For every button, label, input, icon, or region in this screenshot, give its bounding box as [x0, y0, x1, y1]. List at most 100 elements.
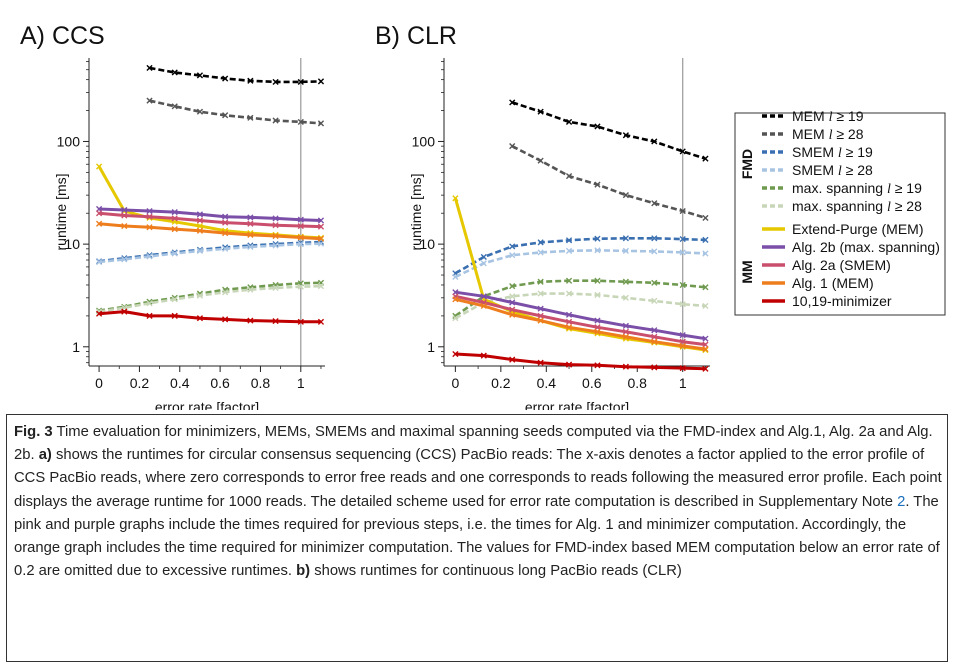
legend-label-italic: l	[887, 200, 891, 215]
legend-label: Alg. 2a (SMEM)	[792, 257, 891, 273]
data-point-marker	[702, 250, 709, 257]
x-tick-label: 0.2	[491, 375, 511, 391]
x-tick-label: 0	[95, 375, 103, 391]
data-point-marker	[537, 305, 544, 312]
data-point-marker	[565, 290, 573, 297]
legend-item: SMEM l ≥ 19	[762, 144, 873, 161]
data-point-marker	[509, 306, 516, 313]
data-point-marker	[222, 219, 229, 226]
series-line	[98, 242, 322, 264]
panel-a: A) CCS 1 10 100 0 0.2 0.4 0.6 0.8 1 error rate [fa…	[20, 22, 325, 410]
series-6	[95, 283, 325, 315]
caption-text-4: shows runtimes for continuous long PacBi…	[310, 563, 682, 580]
series-10	[95, 220, 325, 242]
legend-item: max. spanning l ≥ 19	[762, 180, 922, 197]
data-point-marker	[622, 192, 629, 199]
series-line	[455, 352, 706, 371]
data-point-marker	[480, 293, 487, 300]
data-point-marker	[702, 345, 709, 353]
data-point-marker	[651, 138, 658, 145]
data-point-marker	[222, 245, 229, 252]
legend-label-suffix: ≥ 19	[832, 108, 863, 124]
series-line	[98, 211, 322, 229]
data-point-marker	[537, 157, 544, 164]
data-point-marker	[509, 356, 516, 363]
data-point-marker	[565, 311, 573, 318]
data-point-marker	[272, 222, 279, 229]
data-point-marker	[679, 301, 686, 308]
series-11	[95, 308, 325, 325]
data-point-marker	[247, 243, 254, 250]
series-2	[146, 97, 325, 127]
data-point-marker	[222, 316, 229, 323]
data-point-marker	[171, 312, 178, 319]
caption-text-1: Time evaluation for minimizers, MEMs, SM…	[14, 424, 933, 464]
legend-label-suffix: ≥ 19	[891, 180, 922, 196]
supplementary-note-link[interactable]: 2	[897, 493, 906, 510]
data-point-marker	[509, 311, 516, 318]
legend-item: Alg. 2b (max. spanning)	[762, 239, 940, 255]
data-point-marker	[222, 289, 229, 296]
data-point-marker	[565, 118, 573, 126]
data-point-marker	[247, 114, 254, 121]
data-point-marker	[594, 324, 601, 331]
data-point-marker	[317, 217, 325, 224]
caption-label-a: a)	[38, 447, 52, 464]
data-point-marker	[594, 247, 601, 254]
data-point-marker	[121, 308, 128, 315]
data-point-marker	[594, 181, 601, 188]
legend-item: Extend-Purge (MEM)	[762, 221, 923, 237]
series-8	[452, 289, 709, 342]
legend-label: SMEM l ≥ 19	[792, 144, 873, 161]
series-7	[95, 163, 325, 241]
data-point-marker	[509, 99, 516, 106]
series-line	[455, 290, 706, 341]
x-tick-label: 0.2	[130, 375, 150, 391]
data-point-marker	[171, 296, 178, 303]
data-point-marker	[594, 328, 601, 335]
data-point-marker	[121, 222, 128, 230]
legend-label-text: 10,19-minimizer	[792, 293, 892, 309]
legend-label-text: Alg. 2b (max. spanning)	[792, 239, 940, 255]
data-point-marker	[509, 143, 516, 150]
legend-label: max. spanning l ≥ 19	[792, 180, 922, 197]
y-tick-label: 100	[412, 133, 436, 149]
data-point-marker	[452, 195, 459, 202]
data-point-marker	[622, 328, 629, 335]
data-point-marker	[196, 247, 204, 254]
data-point-marker	[622, 294, 629, 301]
series-line	[98, 310, 321, 324]
data-point-marker	[679, 148, 686, 155]
data-point-marker	[622, 363, 629, 370]
data-point-marker	[247, 231, 254, 238]
panel-title: B) CLR	[375, 22, 457, 50]
data-point-marker	[272, 215, 279, 222]
legend-label-italic: l	[838, 146, 842, 161]
legend-label: Alg. 2b (max. spanning)	[792, 239, 940, 255]
series-1	[146, 64, 325, 86]
data-point-marker	[171, 250, 178, 257]
series-line	[98, 222, 322, 241]
data-point-marker	[247, 317, 254, 324]
x-tick-label: 0.8	[251, 375, 271, 391]
y-tick-label: 100	[57, 133, 81, 149]
series-3	[95, 238, 325, 265]
data-point-marker	[272, 284, 279, 291]
data-point-marker	[317, 120, 325, 127]
data-point-marker	[622, 322, 629, 329]
data-point-marker	[702, 155, 709, 162]
data-point-marker	[222, 75, 229, 82]
legend-label: Extend-Purge (MEM)	[792, 221, 923, 237]
series-4	[95, 240, 325, 266]
series-line	[453, 197, 706, 352]
series-line	[511, 101, 706, 160]
data-point-marker	[196, 315, 204, 322]
legend-label-suffix: ≥ 28	[842, 162, 873, 178]
data-point-marker	[95, 310, 103, 317]
series-line	[149, 99, 322, 125]
legend-label-text: SMEM	[792, 144, 838, 160]
data-point-marker	[196, 217, 204, 224]
data-point-marker	[651, 235, 658, 242]
legend-group-fmd: FMD	[739, 149, 755, 179]
series-2	[509, 143, 709, 222]
